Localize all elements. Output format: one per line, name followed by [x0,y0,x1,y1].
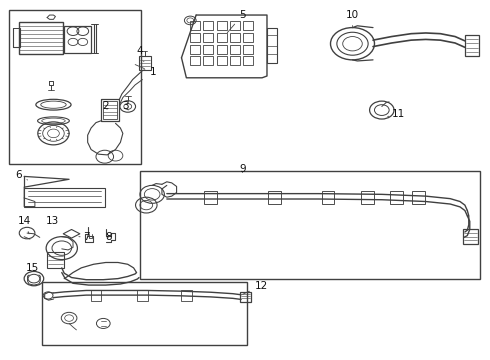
Text: 7: 7 [79,232,90,242]
Bar [243,57,253,65]
Text: 6: 6 [15,170,27,180]
Bar [230,57,240,65]
Bar [243,45,253,54]
Bar [203,33,213,42]
Bar [243,22,253,30]
Bar [103,101,118,119]
Bar [203,45,213,54]
Text: 14: 14 [18,216,31,234]
Bar [217,45,226,54]
Bar [217,57,226,65]
Bar [190,33,200,42]
Bar [19,22,63,54]
Bar [204,191,217,204]
Bar [268,191,281,204]
Bar [203,22,213,30]
Bar [230,22,240,30]
Bar [243,33,253,42]
Text: 8: 8 [105,232,112,242]
Bar [217,22,226,30]
Text: 15: 15 [26,263,39,273]
Bar [203,57,213,65]
Bar [24,188,105,207]
Bar [190,22,200,30]
Bar [217,33,226,42]
Bar [47,252,64,268]
Bar [9,10,142,164]
Bar [230,45,240,54]
Bar [181,291,192,301]
Text: 1: 1 [135,64,156,77]
Bar [240,292,251,302]
Bar [322,191,334,204]
Bar [361,191,373,204]
Text: 5: 5 [227,10,246,33]
Bar [101,99,120,121]
Bar [465,35,479,56]
Bar [267,28,277,63]
Bar [190,45,200,54]
Text: 11: 11 [388,109,405,119]
Bar [64,26,91,53]
Bar [137,291,148,301]
Text: 10: 10 [346,10,359,27]
Bar [412,191,425,204]
Bar [139,56,151,70]
Text: 4: 4 [137,46,144,62]
Text: 12: 12 [243,281,268,294]
Text: 3: 3 [122,102,128,112]
Bar [390,191,403,204]
Text: 9: 9 [239,164,246,174]
Bar [463,229,478,244]
Bar [140,171,480,279]
Text: 13: 13 [46,216,59,226]
Bar [230,33,240,42]
Bar [91,291,101,301]
Text: 2: 2 [102,102,109,112]
Bar [190,57,200,65]
Bar [42,282,247,345]
